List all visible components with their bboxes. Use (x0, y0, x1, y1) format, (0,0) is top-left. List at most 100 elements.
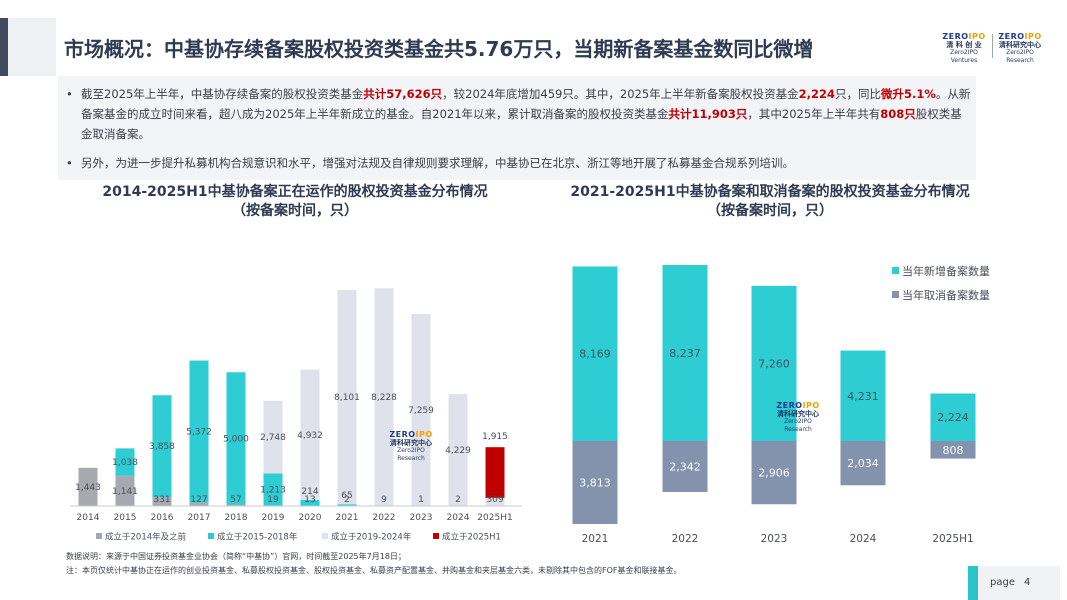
bar-2016-2015-2018 (152, 395, 172, 498)
data-label-cancel: 2,034 (847, 457, 879, 470)
legend-label: 当年取消备案数量 (902, 288, 990, 302)
bar-new-2021 (572, 266, 618, 441)
data-label: 1,443 (75, 483, 101, 493)
bar-2017-2015-2018 (189, 360, 209, 503)
x-tick-label: 2023 (761, 533, 788, 545)
bar-2022-2019-2024 (374, 288, 394, 506)
x-tick-label: 2024 (850, 533, 877, 545)
right-chart-subtitle: （按备案时间，只） (707, 203, 833, 219)
bar-2015-pre2014 (115, 475, 135, 506)
bar-2025H1-2019-2024 (485, 497, 505, 506)
footnote-source: 数据说明：来源于中国证券投资基金业协会（简称“中基协”）官网，时间截至2025年… (66, 552, 406, 561)
data-label-new: 8,169 (579, 348, 611, 361)
highlight-figure: 808只 (880, 107, 916, 121)
bar-2018-pre2014 (226, 504, 246, 506)
legend-swatch (322, 533, 328, 539)
summary-text: 只，同比 (835, 87, 882, 101)
data-label: 9 (381, 495, 387, 505)
data-label: 5,000 (223, 434, 249, 444)
bar-cancel-2022 (662, 441, 708, 492)
data-label: 1 (418, 495, 424, 505)
data-label: 7,259 (408, 406, 434, 416)
x-tick-label: 2019 (262, 513, 285, 523)
highlight-figure: 共计11,903只 (668, 107, 748, 121)
data-label: 214 (301, 487, 318, 497)
legend-swatch (96, 533, 102, 539)
right-chart-title: 2021-2025H1中基协备案和取消备案的股权投资基金分布情况 （按备案时间，… (530, 183, 1010, 221)
data-label: 331 (153, 495, 170, 505)
data-label: 13 (304, 495, 315, 505)
data-label-new: 2,224 (937, 411, 969, 424)
summary-text: ，较2024年底增加459只。其中，2025年上半年新备案股权投资基金 (442, 87, 799, 101)
page-accent (968, 566, 978, 600)
zero2ipo-research-logo: ZEROIPO 清科研究中心 Zero2IPO Research (998, 32, 1042, 65)
bullet-marker: • (66, 156, 73, 170)
highlight-figure: 2,224 (798, 87, 836, 101)
data-label-cancel: 2,906 (758, 467, 790, 480)
bar-2019-2019-2024 (263, 400, 283, 474)
x-tick-label: 2025H1 (477, 513, 512, 523)
bar-2014-pre2014 (78, 467, 98, 506)
bar-new-2022 (662, 265, 708, 441)
bar-2025H1-2025h1 (485, 447, 505, 498)
bar-cancel-2024 (840, 441, 886, 486)
zero2ipo-ventures-logo: ZEROIPO 清 科 创 业 Zero2IPO Ventures (942, 32, 986, 65)
x-tick-label: 2021 (582, 533, 609, 545)
summary-box (58, 76, 976, 180)
x-tick-label: 2022 (672, 533, 699, 545)
page-title: 市场概况：中基协存续备案股权投资类基金共5.76万只，当期新备案基金数同比微增 (64, 37, 814, 61)
x-tick-label: 2022 (373, 513, 396, 523)
legend-swatch (892, 267, 899, 274)
bar-2017-pre2014 (189, 502, 209, 506)
data-label: 2,748 (260, 433, 286, 443)
x-tick-label: 2021 (336, 513, 359, 523)
x-tick-label: 2016 (151, 513, 174, 523)
bar-new-2023 (751, 285, 797, 441)
legend-swatch (208, 533, 214, 539)
data-label-new: 7,260 (758, 357, 790, 370)
bar-cancel-2023 (751, 441, 797, 505)
legend-swatch (892, 291, 899, 298)
bar-2016-pre2014 (152, 497, 172, 506)
logo-divider (992, 34, 993, 58)
x-tick-label: 2020 (299, 513, 322, 523)
data-label: 127 (190, 495, 207, 505)
x-tick-label: 2015 (114, 513, 137, 523)
page-label: page (990, 577, 1015, 588)
data-label: 4,229 (445, 446, 471, 456)
x-tick-label: 2017 (188, 513, 211, 523)
highlight-figure: 微升5.1% (881, 87, 936, 101)
title-bar (0, 18, 56, 76)
data-label: 309 (486, 495, 503, 505)
summary-text: 截至2025年上半年，中基协存续备案的股权投资类基金 (81, 87, 364, 101)
left-chart-title: 2014-2025H1中基协备案正在运作的股权投资基金分布情况 （按备案时间，只… (40, 183, 550, 221)
summary-text: 股权类基金取消备案。 (81, 107, 962, 141)
summary-paragraph-1: 截至2025年上半年，中基协存续备案的股权投资类基金共计57,626只，较202… (81, 84, 971, 144)
data-label: 1,038 (112, 458, 138, 468)
bar-new-2024 (840, 350, 886, 441)
data-label: 4,932 (297, 431, 323, 441)
highlight-figure: 共计57,626只 (363, 87, 443, 101)
bar-2020-2019-2024 (300, 369, 320, 500)
summary-text: ，其中2025年上半年共有 (747, 107, 881, 121)
bar-2023-2019-2024 (411, 314, 431, 506)
summary-text: 。从新备案基金的成立时间来看，超八成为2025年上半年新成立的基金。自2021年… (81, 87, 971, 121)
left-chart-subtitle: （按备案时间，只） (232, 203, 358, 219)
data-label-new: 8,237 (669, 347, 701, 360)
legend-label: 成立于2025H1 (442, 532, 501, 543)
title-accent (0, 18, 8, 76)
data-label-cancel: 2,342 (669, 460, 701, 473)
bar-new-2025H1 (930, 393, 976, 441)
legend-label: 成立于2015-2018年 (217, 532, 298, 543)
chart-watermark-right: ZEROIPO 清科研究中心 Zero2IPO Research (776, 401, 820, 434)
bar-2018-2015-2018 (226, 372, 246, 505)
legend-label: 成立于2019-2024年 (331, 532, 412, 543)
data-label: 2 (344, 495, 350, 505)
bar-2024-2019-2024 (448, 394, 468, 506)
data-label: 1,915 (482, 432, 508, 442)
data-label: 1,141 (112, 487, 138, 497)
page-number-box (968, 566, 1060, 600)
